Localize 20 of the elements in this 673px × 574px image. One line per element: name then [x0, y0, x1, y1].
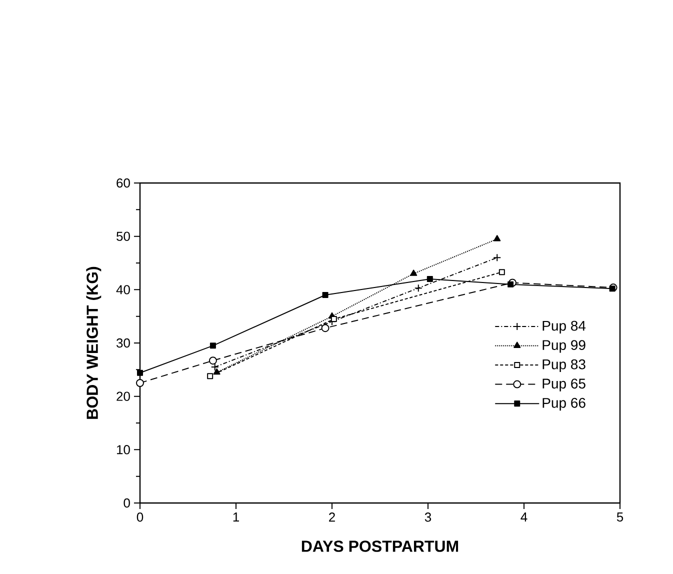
- x-tick-label: 3: [424, 512, 432, 522]
- y-tick-label: 10: [116, 445, 130, 454]
- legend-label: Pup 84: [542, 320, 586, 334]
- y-tick-label: 60: [116, 178, 130, 188]
- y-tick-label: 0: [124, 498, 130, 508]
- x-axis-title: DAYS POSTPARTUM: [302, 540, 458, 552]
- x-tick-label: 0: [136, 512, 144, 522]
- y-tick-label: 30: [116, 338, 130, 348]
- legend-label: Pup 65: [542, 378, 586, 392]
- x-tick-label: 4: [520, 512, 528, 522]
- y-tick-label: 50: [116, 232, 130, 241]
- legend-label: Pup 83: [542, 359, 586, 372]
- x-tick-label: 1: [233, 512, 239, 522]
- x-tick-label: 2: [329, 512, 335, 522]
- y-tick-label: 20: [116, 392, 130, 401]
- legend-label: Pup 66: [542, 398, 586, 411]
- y-axis-title: BODY WEIGHT (KG): [86, 266, 102, 419]
- legend-label: Pup 99: [542, 340, 586, 353]
- y-tick-label: 40: [116, 285, 130, 294]
- x-tick-label: 5: [616, 512, 624, 522]
